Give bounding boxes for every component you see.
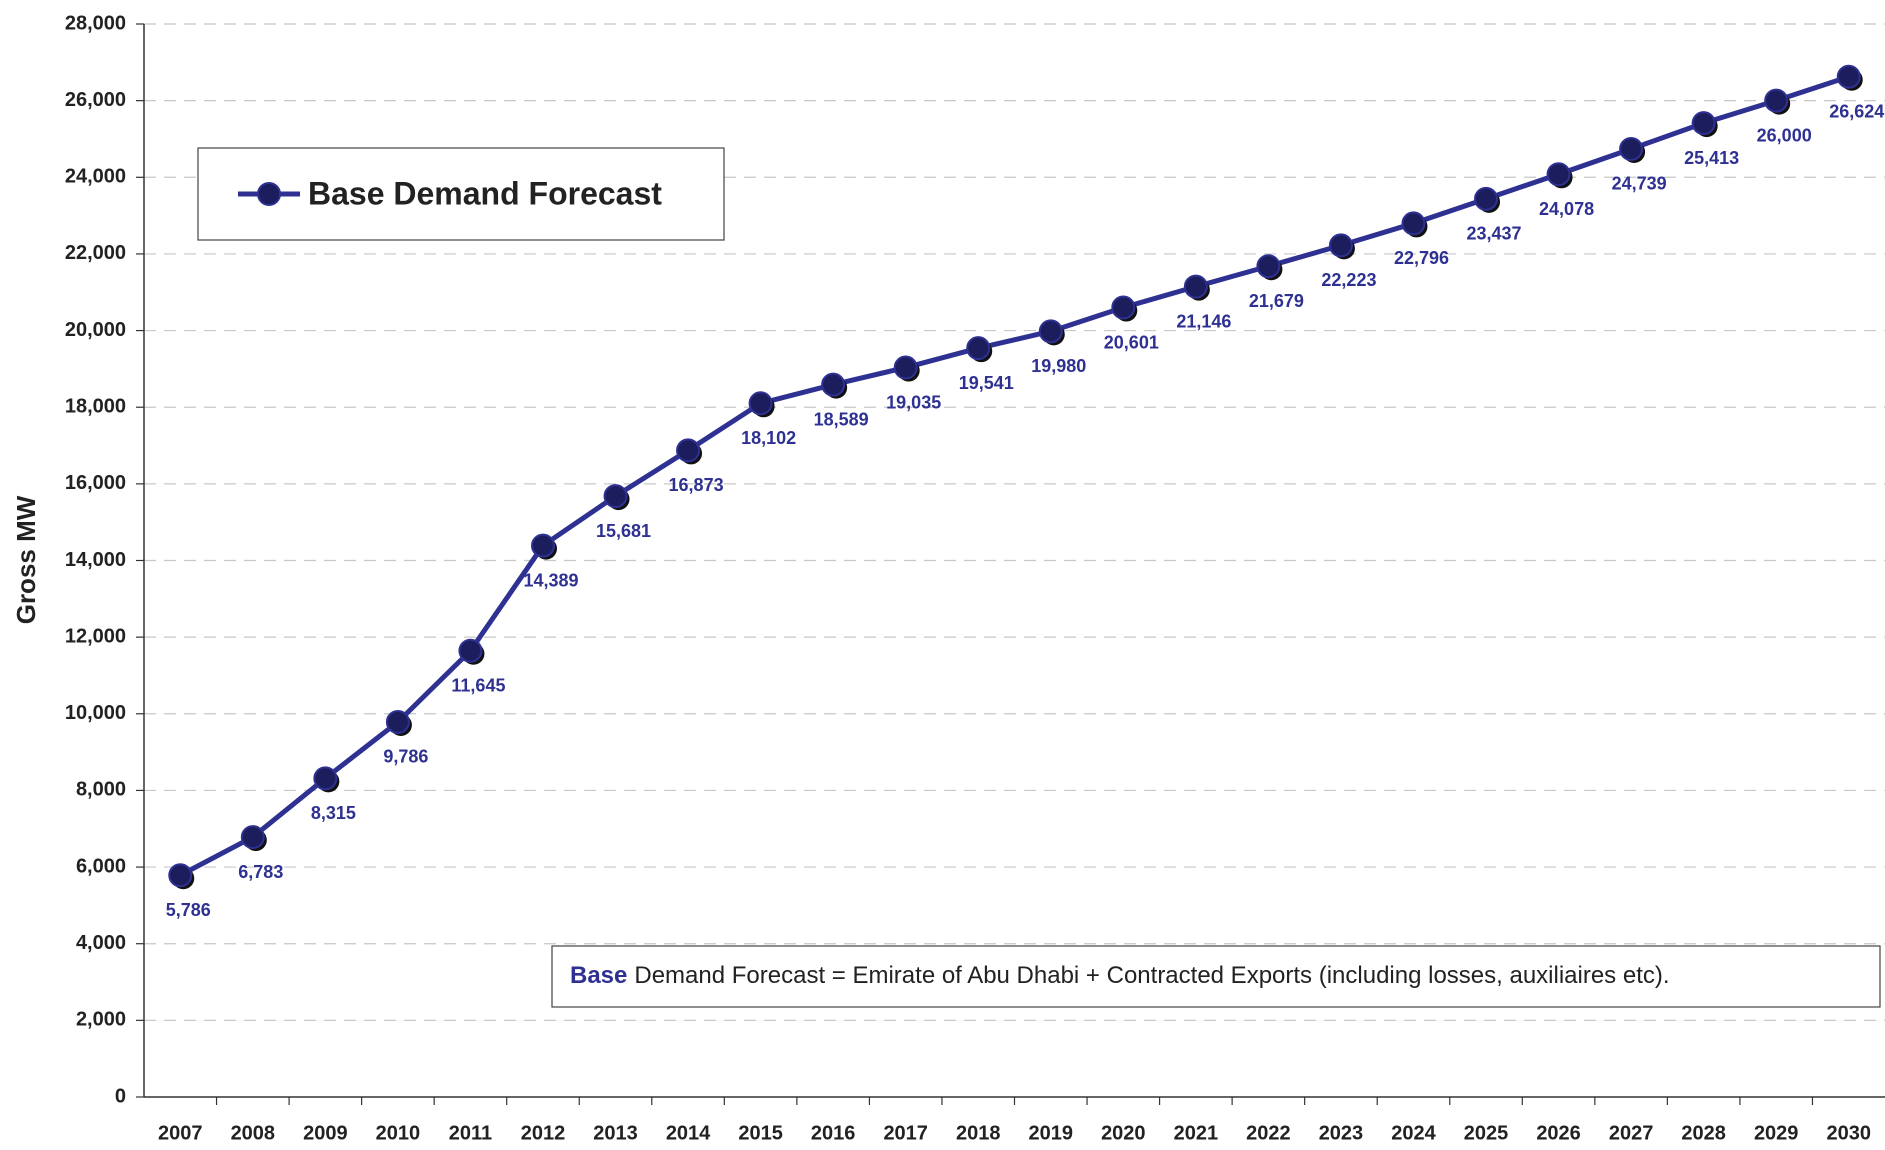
y-tick-label: 26,000 xyxy=(65,89,126,111)
y-tick-label: 28,000 xyxy=(65,12,126,34)
y-tick-label: 4,000 xyxy=(76,932,126,954)
x-tick-label: 2010 xyxy=(376,1122,421,1144)
point xyxy=(1256,254,1281,279)
x-tick-label: 2023 xyxy=(1319,1122,1364,1144)
y-tick-label: 10,000 xyxy=(65,702,126,724)
x-tick-label: 2019 xyxy=(1029,1122,1074,1144)
x-tick-label: 2026 xyxy=(1536,1122,1581,1144)
data-label: 5,786 xyxy=(166,900,211,920)
data-label: 22,796 xyxy=(1394,248,1449,268)
point xyxy=(1183,274,1208,299)
data-label: 14,389 xyxy=(523,570,578,590)
data-label: 18,589 xyxy=(814,409,869,429)
data-label: 8,315 xyxy=(311,803,356,823)
data-label: 26,000 xyxy=(1757,125,1812,145)
data-label: 9,786 xyxy=(383,747,428,767)
data-label: 26,624 xyxy=(1829,101,1884,121)
x-tick-label: 2020 xyxy=(1101,1122,1146,1144)
x-tick-label: 2021 xyxy=(1174,1122,1219,1144)
data-label: 24,739 xyxy=(1612,174,1667,194)
series-line xyxy=(179,74,1850,878)
point xyxy=(1111,295,1136,320)
legend-label: Base Demand Forecast xyxy=(308,175,662,211)
y-tick-label: 14,000 xyxy=(65,549,126,571)
point xyxy=(676,438,701,463)
x-tick-label: 2008 xyxy=(231,1122,276,1144)
point xyxy=(240,825,265,850)
data-label: 21,146 xyxy=(1176,311,1231,331)
y-tick-label: 16,000 xyxy=(65,472,126,494)
point xyxy=(313,766,338,791)
point xyxy=(458,638,483,663)
x-tick-label: 2022 xyxy=(1246,1122,1291,1144)
point xyxy=(1474,186,1499,211)
data-label: 6,783 xyxy=(238,862,283,882)
data-label: 15,681 xyxy=(596,521,651,541)
point xyxy=(893,355,918,380)
x-tick-label: 2007 xyxy=(158,1122,203,1144)
x-tick-label: 2025 xyxy=(1464,1122,1509,1144)
point xyxy=(1328,233,1353,258)
point xyxy=(748,391,773,416)
point xyxy=(530,533,555,558)
point xyxy=(966,336,991,361)
x-tick-label: 2015 xyxy=(738,1122,783,1144)
point xyxy=(1546,162,1571,187)
data-label: 20,601 xyxy=(1104,332,1159,352)
y-tick-label: 12,000 xyxy=(65,625,126,647)
data-label: 25,413 xyxy=(1684,148,1739,168)
data-label: 21,679 xyxy=(1249,291,1304,311)
y-axis-label: Gross MW xyxy=(11,495,41,624)
x-tick-label: 2027 xyxy=(1609,1122,1654,1144)
annotation-bold: Base xyxy=(570,962,627,989)
y-tick-label: 8,000 xyxy=(76,779,126,801)
y-tick-label: 20,000 xyxy=(65,319,126,341)
point xyxy=(603,484,628,509)
y-tick-label: 2,000 xyxy=(76,1009,126,1031)
data-label: 19,035 xyxy=(886,392,941,412)
point xyxy=(385,709,410,734)
point xyxy=(821,372,846,397)
x-tick-label: 2011 xyxy=(449,1122,492,1144)
y-tick-label: 18,000 xyxy=(65,395,126,417)
y-tick-label: 6,000 xyxy=(76,855,126,877)
x-tick-label: 2024 xyxy=(1391,1122,1436,1144)
y-tick-label: 22,000 xyxy=(65,242,126,264)
point xyxy=(168,863,193,888)
data-label: 22,223 xyxy=(1321,270,1376,290)
legend-marker xyxy=(257,182,281,206)
data-label: 16,873 xyxy=(669,475,724,495)
data-label: 11,645 xyxy=(451,675,505,695)
data-label: 24,078 xyxy=(1539,199,1594,219)
y-tick-label: 0 xyxy=(115,1085,126,1107)
x-tick-label: 2013 xyxy=(593,1122,638,1144)
data-label: 18,102 xyxy=(741,428,796,448)
x-tick-label: 2030 xyxy=(1826,1122,1871,1144)
annotation-text: Demand Forecast = Emirate of Abu Dhabi +… xyxy=(634,962,1669,989)
annotation-box xyxy=(551,945,1881,1008)
data-label: 19,541 xyxy=(959,373,1014,393)
point xyxy=(1619,136,1644,161)
x-tick-label: 2028 xyxy=(1681,1122,1726,1144)
annotation: Base Demand Forecast = Emirate of Abu Dha… xyxy=(570,962,1670,989)
x-tick-label: 2009 xyxy=(303,1122,348,1144)
x-tick-label: 2016 xyxy=(811,1122,856,1144)
x-tick-label: 2012 xyxy=(521,1122,566,1144)
point xyxy=(1691,111,1716,136)
point xyxy=(1764,88,1789,113)
x-tick-label: 2014 xyxy=(666,1122,711,1144)
x-tick-label: 2017 xyxy=(883,1122,928,1144)
point xyxy=(1401,211,1426,236)
point xyxy=(1836,64,1861,89)
x-tick-label: 2029 xyxy=(1754,1122,1799,1144)
x-tick-label: 2018 xyxy=(956,1122,1001,1144)
data-label: 23,437 xyxy=(1466,224,1521,244)
data-label: 19,980 xyxy=(1031,356,1086,376)
point xyxy=(1038,319,1063,344)
y-tick-label: 24,000 xyxy=(65,166,126,188)
